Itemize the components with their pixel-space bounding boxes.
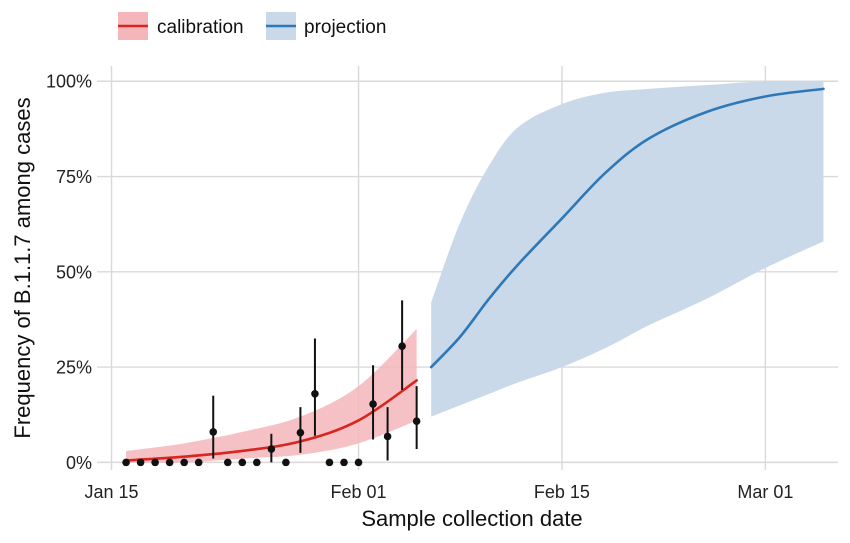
y-tick-label: 0%	[66, 453, 92, 473]
legend-label-projection: projection	[304, 17, 386, 38]
confidence-bands	[126, 80, 824, 463]
observed-points	[122, 342, 421, 467]
y-axis-title: Frequency of B.1.1.7 among cases	[10, 97, 35, 438]
y-tick-label: 75%	[56, 167, 92, 187]
legend-item-projection: projection	[266, 12, 386, 40]
x-axis-title: Sample collection date	[361, 506, 582, 531]
data-point	[354, 458, 363, 467]
band-projection	[431, 80, 824, 417]
y-tick-label: 25%	[56, 358, 92, 378]
data-point	[340, 458, 348, 467]
x-tick-label: Jan 15	[85, 482, 139, 502]
line-calibration	[124, 379, 418, 462]
data-point	[253, 458, 261, 467]
y-tick-label: 100%	[46, 72, 92, 92]
x-tick-label: Feb 01	[331, 482, 387, 502]
legend-label-calibration: calibration	[157, 17, 244, 38]
data-point	[398, 342, 406, 350]
data-point	[412, 417, 421, 426]
data-point	[282, 458, 290, 467]
x-tick-label: Feb 15	[534, 482, 590, 502]
legend: calibration projection	[118, 12, 386, 40]
data-point	[136, 458, 145, 467]
legend-item-calibration: calibration	[118, 12, 244, 40]
data-point	[311, 389, 319, 398]
data-point	[151, 458, 159, 467]
band-calibration	[126, 328, 417, 463]
data-point	[122, 458, 130, 467]
data-point	[238, 458, 247, 467]
data-point	[194, 458, 203, 467]
data-point	[209, 428, 218, 436]
data-point	[223, 458, 232, 467]
data-point	[296, 428, 305, 437]
x-axis-tick-labels: Jan 15 Feb 01 Feb 15 Mar 01	[85, 482, 794, 502]
data-point	[369, 400, 377, 408]
y-axis-tick-labels: 0% 25% 50% 75% 100%	[46, 72, 92, 473]
data-point	[180, 458, 188, 467]
data-point	[165, 458, 174, 467]
line-projection	[429, 87, 825, 369]
x-tick-label: Mar 01	[737, 482, 793, 502]
data-point	[267, 445, 276, 453]
data-point	[383, 432, 392, 441]
data-point	[325, 458, 334, 467]
gridlines	[97, 66, 838, 470]
series-lines	[124, 87, 825, 462]
y-tick-label: 50%	[56, 262, 92, 282]
